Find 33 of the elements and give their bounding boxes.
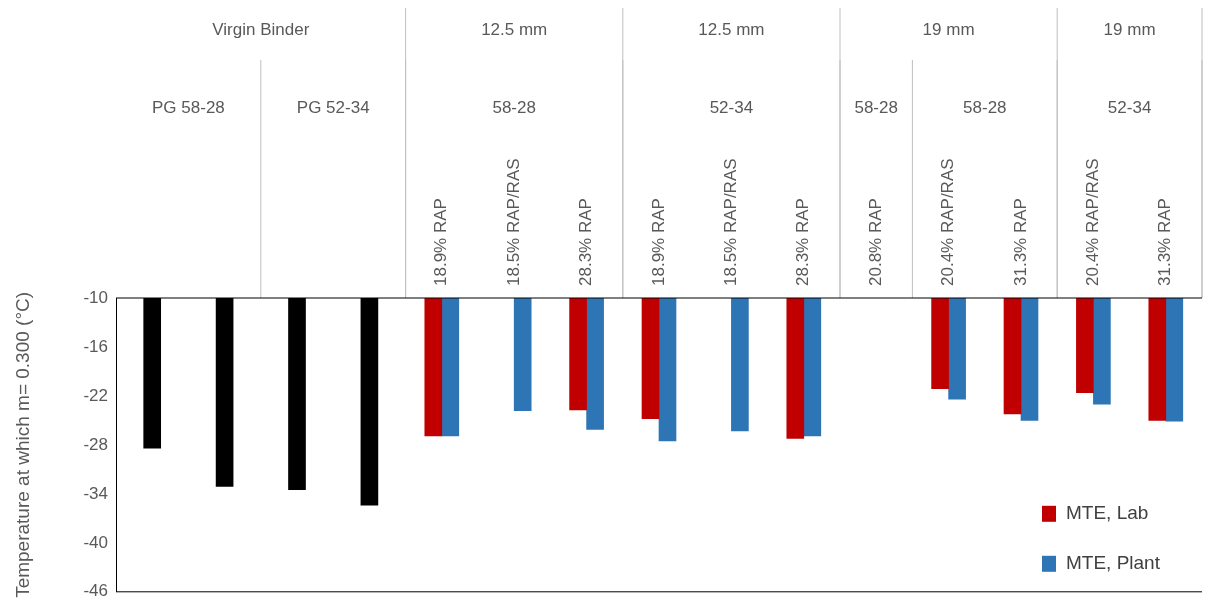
x-tick-label: 31.3% RAP bbox=[1010, 198, 1030, 286]
x-tick-label: 28.3% RAP bbox=[793, 198, 813, 286]
text: PG 58-28 bbox=[152, 97, 225, 117]
y-tick-label: -34 bbox=[83, 483, 108, 503]
x-tick-label: 20.8% RAP bbox=[865, 198, 885, 286]
text: 58-28 bbox=[492, 97, 536, 117]
text: 58-28 bbox=[854, 97, 898, 117]
text: 58-28 bbox=[963, 97, 1007, 117]
text: Virgin Binder bbox=[212, 19, 310, 39]
text: 12.5 mm bbox=[481, 19, 548, 39]
x-tick-label: 18.5% RAP/RAS bbox=[721, 158, 741, 286]
x-tick-label: 20.4% RAP/RAS bbox=[938, 158, 958, 286]
text: 52-34 bbox=[709, 97, 754, 117]
text: 12.5 mm bbox=[698, 19, 765, 39]
text: 52-34 bbox=[1107, 97, 1152, 117]
text: PG 52-34 bbox=[296, 97, 370, 117]
text: 19 mm bbox=[922, 19, 975, 39]
x-tick-label: 18.9% RAP bbox=[431, 198, 451, 286]
x-tick-label: 18.9% RAP bbox=[648, 198, 668, 286]
text: 19 mm bbox=[1103, 19, 1156, 39]
y-tick-label: -10 bbox=[83, 287, 108, 307]
y-tick-label: -40 bbox=[83, 532, 108, 552]
legend-label: MTE, Plant bbox=[1066, 552, 1161, 574]
x-tick-label: 31.3% RAP bbox=[1155, 198, 1175, 286]
x-tick-label: 20.4% RAP/RAS bbox=[1083, 158, 1103, 286]
x-tick-label: 18.5% RAP/RAS bbox=[503, 158, 523, 286]
x-tick-label: 28.3% RAP bbox=[576, 198, 596, 286]
y-tick-label: -16 bbox=[83, 336, 108, 356]
y-tick-label: -28 bbox=[83, 434, 108, 454]
y-tick-label: -46 bbox=[83, 581, 108, 601]
legend-label: MTE, Lab bbox=[1066, 502, 1149, 524]
y-axis-title: Temperature at which m= 0.300 (°C) bbox=[11, 291, 33, 598]
y-tick-label: -22 bbox=[83, 385, 108, 405]
